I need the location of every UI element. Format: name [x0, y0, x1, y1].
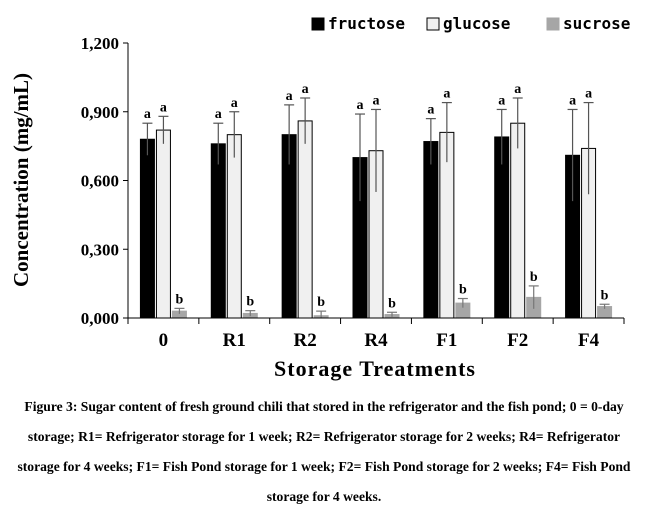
data-label-glucose-0: a	[160, 100, 167, 115]
x-axis-title: Storage Treatments	[274, 356, 476, 381]
data-label-glucose-F1: a	[443, 87, 450, 102]
x-tick-label: 0	[159, 330, 169, 351]
bar-glucose-0	[155, 129, 171, 319]
data-label-glucose-F2: a	[514, 82, 521, 97]
legend-label-sucrose: sucrose	[563, 14, 630, 33]
data-label-glucose-R2: a	[302, 82, 309, 97]
data-label-fructose-F1: a	[427, 103, 434, 118]
data-label-fructose-R1: a	[215, 107, 222, 122]
data-label-fructose-F4: a	[569, 93, 576, 108]
y-tick-label: 1,200	[81, 34, 119, 53]
legend-swatch-glucose	[426, 17, 440, 31]
data-label-glucose-R1: a	[231, 96, 238, 111]
y-tick-label: 0,900	[81, 103, 119, 122]
y-tick-label: 0,600	[81, 172, 119, 191]
bar-glucose-R2	[297, 120, 313, 319]
bar-glucose-F2	[510, 122, 526, 319]
data-label-sucrose-R1: b	[246, 295, 254, 310]
legend: fructose glucose sucrose	[311, 14, 630, 33]
x-tick-label: F2	[507, 330, 528, 351]
data-label-sucrose-0: b	[176, 292, 184, 307]
x-tick-label: R4	[364, 330, 388, 351]
figure-caption: Figure 3: Sugar content of fresh ground …	[17, 399, 631, 504]
data-label-fructose-R2: a	[286, 89, 293, 104]
bar-fructose-0	[139, 138, 155, 319]
legend-label-fructose: fructose	[328, 14, 405, 33]
data-label-sucrose-R2: b	[317, 295, 325, 310]
bar-glucose-R1	[226, 134, 242, 319]
legend-swatch-sucrose	[546, 17, 560, 31]
data-label-sucrose-F2: b	[530, 270, 538, 285]
data-label-fructose-0: a	[144, 107, 151, 122]
x-tick-label: R2	[294, 330, 317, 351]
x-tick-label: F1	[436, 330, 457, 351]
data-label-sucrose-R4: b	[388, 296, 396, 311]
y-tick-label: 0,000	[81, 309, 119, 328]
data-label-sucrose-F1: b	[459, 283, 467, 298]
data-label-fructose-R4: a	[357, 98, 364, 113]
data-label-glucose-F4: a	[585, 87, 592, 102]
data-label-sucrose-F4: b	[601, 288, 609, 303]
legend-swatch-fructose	[311, 17, 325, 31]
bar-fructose-F1	[423, 141, 439, 319]
data-label-glucose-R4: a	[373, 93, 380, 108]
data-label-fructose-F2: a	[498, 93, 505, 108]
axes: 0,000 0,300 0,600 0,900 1,200 0 R1 R2 R4 F1 F2 F4	[81, 34, 625, 351]
y-axis-title: Concentration (mg/mL)	[9, 73, 33, 287]
x-tick-label: R1	[223, 330, 246, 351]
y-tick-label: 0,300	[81, 240, 119, 259]
bar-fructose-R1	[210, 143, 226, 319]
x-tick-label: F4	[578, 330, 600, 351]
legend-label-glucose: glucose	[443, 14, 510, 33]
